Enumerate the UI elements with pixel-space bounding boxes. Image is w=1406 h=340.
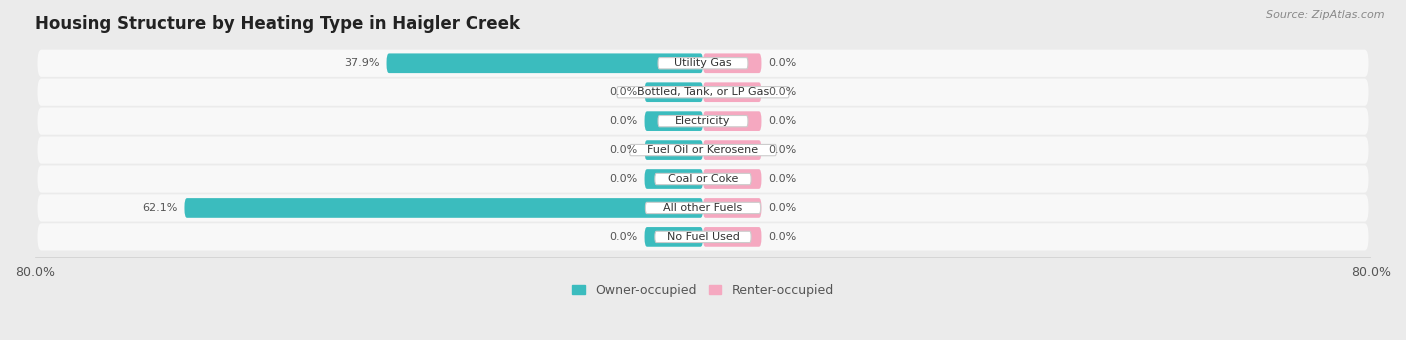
Text: 37.9%: 37.9% [344, 58, 380, 68]
FancyBboxPatch shape [38, 79, 1368, 106]
FancyBboxPatch shape [38, 166, 1368, 193]
FancyBboxPatch shape [655, 173, 751, 185]
Text: All other Fuels: All other Fuels [664, 203, 742, 213]
FancyBboxPatch shape [658, 57, 748, 69]
Text: Bottled, Tank, or LP Gas: Bottled, Tank, or LP Gas [637, 87, 769, 97]
Text: 62.1%: 62.1% [142, 203, 177, 213]
FancyBboxPatch shape [703, 198, 762, 218]
FancyBboxPatch shape [184, 198, 703, 218]
FancyBboxPatch shape [703, 82, 762, 102]
Text: 0.0%: 0.0% [610, 87, 638, 97]
FancyBboxPatch shape [387, 53, 703, 73]
Text: Fuel Oil or Kerosene: Fuel Oil or Kerosene [647, 145, 759, 155]
FancyBboxPatch shape [703, 53, 762, 73]
Text: 0.0%: 0.0% [768, 145, 796, 155]
FancyBboxPatch shape [644, 227, 703, 247]
FancyBboxPatch shape [617, 87, 789, 98]
FancyBboxPatch shape [645, 202, 761, 214]
FancyBboxPatch shape [38, 107, 1368, 135]
FancyBboxPatch shape [38, 50, 1368, 77]
FancyBboxPatch shape [644, 82, 703, 102]
FancyBboxPatch shape [38, 136, 1368, 164]
Text: 0.0%: 0.0% [610, 116, 638, 126]
FancyBboxPatch shape [655, 231, 751, 242]
FancyBboxPatch shape [703, 140, 762, 160]
Text: Coal or Coke: Coal or Coke [668, 174, 738, 184]
Text: Source: ZipAtlas.com: Source: ZipAtlas.com [1267, 10, 1385, 20]
Text: 0.0%: 0.0% [768, 87, 796, 97]
FancyBboxPatch shape [658, 116, 748, 127]
Text: 0.0%: 0.0% [768, 174, 796, 184]
Text: No Fuel Used: No Fuel Used [666, 232, 740, 242]
Text: 0.0%: 0.0% [768, 58, 796, 68]
FancyBboxPatch shape [644, 169, 703, 189]
Text: Electricity: Electricity [675, 116, 731, 126]
FancyBboxPatch shape [644, 140, 703, 160]
Text: 0.0%: 0.0% [610, 232, 638, 242]
Text: Housing Structure by Heating Type in Haigler Creek: Housing Structure by Heating Type in Hai… [35, 15, 520, 33]
Text: 0.0%: 0.0% [610, 174, 638, 184]
FancyBboxPatch shape [703, 227, 762, 247]
Text: 0.0%: 0.0% [768, 203, 796, 213]
Legend: Owner-occupied, Renter-occupied: Owner-occupied, Renter-occupied [568, 279, 838, 302]
FancyBboxPatch shape [703, 111, 762, 131]
Text: 0.0%: 0.0% [610, 145, 638, 155]
Text: 0.0%: 0.0% [768, 232, 796, 242]
Text: Utility Gas: Utility Gas [675, 58, 731, 68]
FancyBboxPatch shape [630, 144, 776, 156]
FancyBboxPatch shape [38, 194, 1368, 222]
FancyBboxPatch shape [703, 169, 762, 189]
Text: 0.0%: 0.0% [768, 116, 796, 126]
FancyBboxPatch shape [38, 223, 1368, 251]
FancyBboxPatch shape [644, 111, 703, 131]
